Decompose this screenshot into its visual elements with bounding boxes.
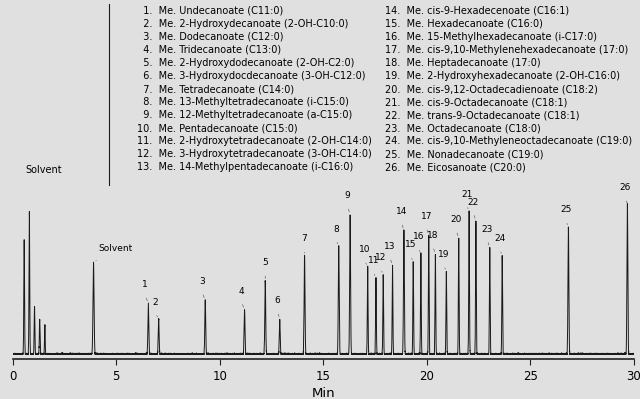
Text: 14: 14 (396, 207, 407, 216)
Text: 17: 17 (420, 212, 432, 221)
Text: 25: 25 (560, 205, 572, 215)
X-axis label: Min: Min (312, 387, 335, 399)
Text: 18: 18 (427, 231, 438, 240)
Text: 5: 5 (262, 258, 268, 267)
Text: 22: 22 (468, 198, 479, 207)
Text: 23: 23 (482, 225, 493, 233)
Text: 14.  Me. cis-9-Hexadecenoate (C16:1)
15.  Me. Hexadecanoate (C16:0)
16.  Me. 15-: 14. Me. cis-9-Hexadecenoate (C16:1) 15. … (385, 6, 632, 172)
Text: 7: 7 (301, 234, 307, 243)
Text: 4: 4 (239, 286, 244, 296)
Text: 12: 12 (375, 253, 387, 262)
Text: 11: 11 (367, 256, 379, 265)
Text: 16: 16 (413, 233, 424, 241)
Text: 9: 9 (345, 191, 351, 200)
Text: 15: 15 (405, 241, 417, 249)
Text: Solvent: Solvent (25, 165, 62, 175)
Text: 19: 19 (438, 250, 449, 259)
Text: 3: 3 (199, 277, 205, 286)
Text: 8: 8 (333, 225, 339, 233)
Text: 2: 2 (153, 298, 158, 307)
Text: 10: 10 (359, 245, 371, 254)
Text: 20: 20 (451, 215, 462, 224)
Text: 21: 21 (461, 190, 472, 199)
Text: 26: 26 (620, 183, 630, 192)
Text: 1: 1 (142, 280, 148, 289)
Text: 6: 6 (275, 296, 280, 305)
Text: 24: 24 (494, 234, 506, 243)
Text: 13: 13 (384, 242, 396, 251)
Text: 1.  Me. Undecanoate (C11:0)
  2.  Me. 2-Hydroxydecanoate (2-OH-C10:0)
  3.  Me. : 1. Me. Undecanoate (C11:0) 2. Me. 2-Hydr… (137, 6, 372, 172)
Text: Solvent: Solvent (99, 244, 133, 253)
